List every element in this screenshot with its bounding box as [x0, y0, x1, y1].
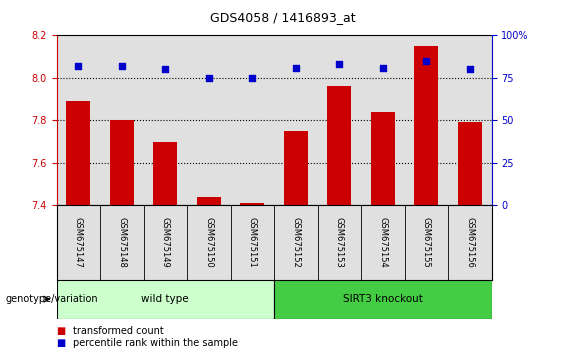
Text: GDS4058 / 1416893_at: GDS4058 / 1416893_at: [210, 11, 355, 24]
Bar: [197, 197, 221, 205]
FancyBboxPatch shape: [56, 280, 274, 319]
Text: GSM675147: GSM675147: [74, 217, 82, 268]
Point: [73, 63, 82, 69]
Text: ■: ■: [56, 338, 66, 348]
Point: [205, 75, 214, 81]
Text: GSM675151: GSM675151: [248, 217, 257, 268]
Bar: [458, 122, 482, 205]
Bar: [284, 131, 308, 205]
Text: wild type: wild type: [141, 294, 189, 304]
Text: GSM675154: GSM675154: [379, 217, 387, 268]
Text: GSM675150: GSM675150: [205, 217, 213, 268]
Point: [379, 65, 388, 70]
Bar: [110, 120, 134, 205]
Text: GSM675156: GSM675156: [466, 217, 474, 268]
Bar: [153, 142, 177, 205]
Text: GSM675152: GSM675152: [292, 217, 300, 268]
Bar: [240, 203, 264, 205]
Bar: [66, 101, 90, 205]
Point: [292, 65, 301, 70]
Point: [334, 62, 344, 67]
FancyBboxPatch shape: [274, 280, 492, 319]
Point: [247, 75, 257, 81]
Point: [160, 67, 170, 72]
Text: ■: ■: [56, 326, 66, 336]
Bar: [327, 86, 351, 205]
Text: GSM675148: GSM675148: [118, 217, 126, 268]
Point: [118, 63, 127, 69]
Text: SIRT3 knockout: SIRT3 knockout: [343, 294, 423, 304]
Text: percentile rank within the sample: percentile rank within the sample: [73, 338, 238, 348]
Point: [466, 67, 475, 72]
Bar: [414, 46, 438, 205]
Text: GSM675149: GSM675149: [161, 217, 169, 268]
Text: genotype/variation: genotype/variation: [6, 294, 98, 304]
Text: GSM675153: GSM675153: [335, 217, 344, 268]
Bar: [371, 112, 395, 205]
Text: transformed count: transformed count: [73, 326, 164, 336]
Point: [421, 58, 431, 64]
Text: GSM675155: GSM675155: [422, 217, 431, 268]
